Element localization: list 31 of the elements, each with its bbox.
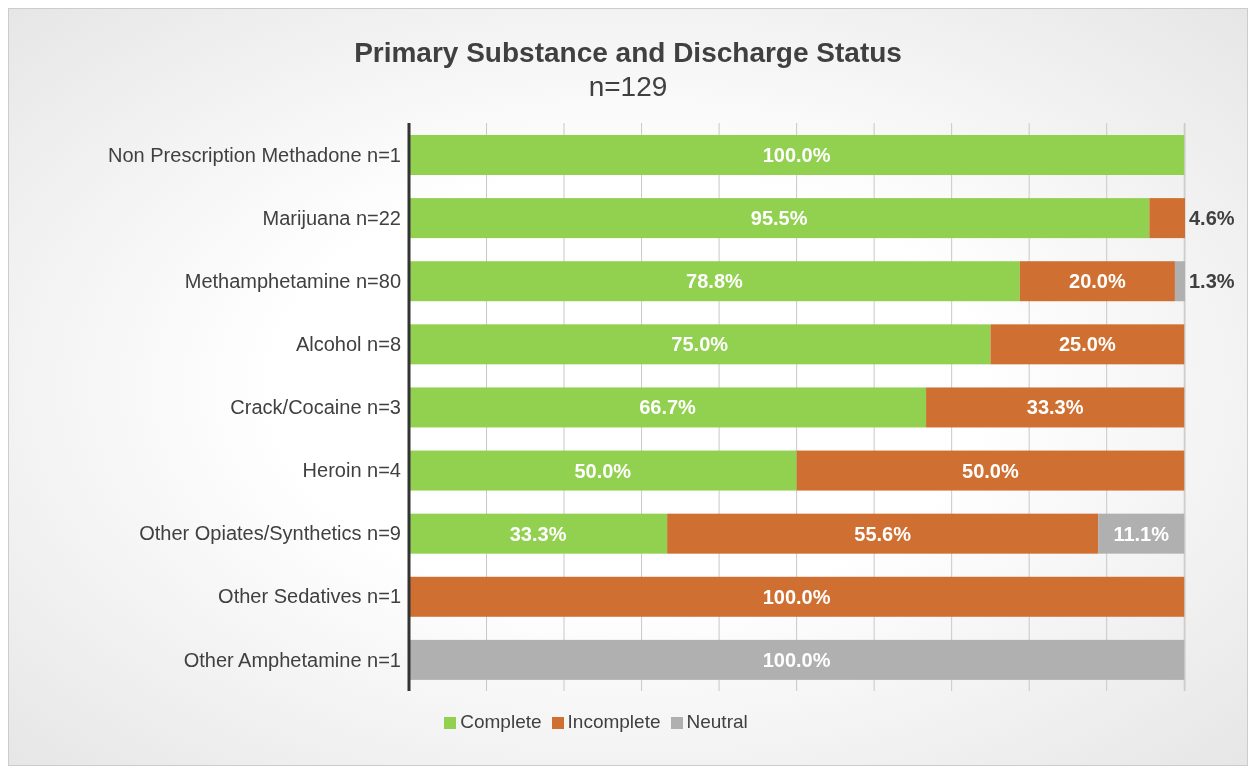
y-tick-label: Other Sedatives n=1: [218, 585, 401, 608]
data-label: 100.0%: [762, 144, 831, 166]
data-label: 95.5%: [750, 207, 808, 230]
legend-label: Complete: [460, 711, 542, 732]
y-tick-label: Alcohol n=8: [295, 332, 401, 355]
data-label: 33.3%: [1026, 396, 1084, 419]
data-label: 100.0%: [762, 648, 831, 671]
data-label: 75.0%: [671, 333, 729, 356]
data-label: 50.0%: [962, 459, 1019, 482]
data-label: 50.0%: [574, 459, 632, 482]
y-tick-label: Crack/Cocaine n=3: [230, 396, 401, 419]
data-label: 55.6%: [854, 522, 912, 545]
data-label: 78.8%: [686, 270, 743, 293]
legend-label: Incomplete: [567, 711, 661, 732]
data-label: 20.0%: [1069, 270, 1126, 293]
data-label: 33.3%: [509, 522, 567, 545]
y-tick-label: Heroin n=4: [302, 459, 401, 482]
data-label: 1.3%: [1189, 270, 1235, 293]
chart-subtitle: n=129: [587, 71, 669, 103]
y-tick-label: Methamphetamine n=80: [184, 269, 401, 292]
data-label: 66.7%: [639, 396, 697, 419]
data-label: 100.0%: [762, 585, 831, 608]
chart-title: Primary Substance and Discharge Status: [353, 37, 903, 69]
data-label: 4.6%: [1189, 207, 1235, 230]
legend-label: Neutral: [686, 711, 748, 732]
y-tick-label: Other Opiates/Synthetics n=9: [139, 522, 401, 545]
y-tick-label: Other Amphetamine n=1: [183, 648, 401, 671]
y-tick-label: Marijuana n=22: [262, 206, 401, 229]
data-label: 25.0%: [1058, 333, 1116, 356]
data-label: 11.1%: [1113, 522, 1170, 545]
y-tick-label: Non Prescription Methadone n=1: [108, 143, 401, 166]
